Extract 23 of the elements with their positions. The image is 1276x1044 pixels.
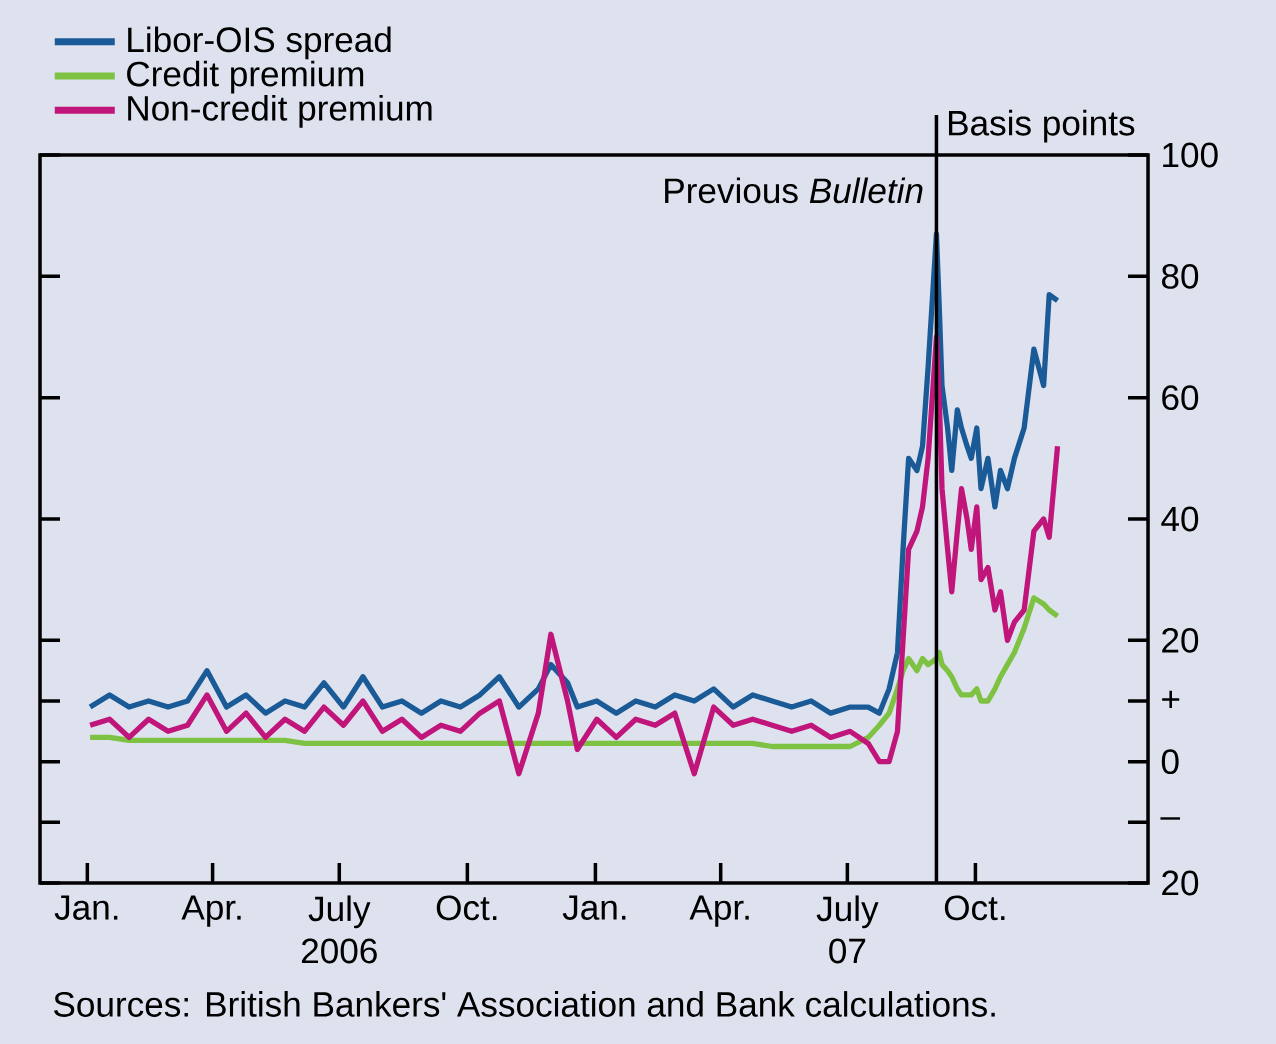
- y-tick-label: 20: [1162, 870, 1199, 896]
- x-tick-label: Jan.: [562, 895, 626, 920]
- y-tick-label: 80: [1161, 263, 1199, 289]
- legend-label: Non-credit premium: [128, 94, 432, 128]
- x-tick-label: Oct.: [436, 895, 497, 921]
- source-note: Sources: British Bankers' Association and Bank calculations.: [54, 991, 995, 1017]
- y-tick-label: 20: [1162, 627, 1199, 653]
- y-tick-label: 100: [1163, 142, 1218, 168]
- y-tick-label: 60: [1162, 385, 1199, 411]
- x-tick-label: July 2006: [301, 895, 377, 964]
- x-tick-label: Apr.: [181, 895, 241, 927]
- y-tick-label: –: [1160, 817, 1181, 820]
- y-axis-title: Basis points: [948, 109, 1135, 143]
- x-tick-label: July 07: [816, 895, 879, 964]
- ref-line-label: Previous Bulletin: [665, 177, 923, 204]
- y-tick-label: 40: [1161, 506, 1199, 532]
- legend-label: Credit premium: [127, 60, 364, 94]
- x-tick-label: Apr.: [689, 895, 749, 927]
- y-tick-label: 0: [1161, 749, 1179, 775]
- x-tick-label: Jan.: [54, 895, 118, 920]
- x-tick-label: Oct.: [944, 895, 1005, 921]
- legend-label: Libor-OIS spread: [128, 26, 391, 60]
- y-tick-label: +: [1162, 690, 1180, 709]
